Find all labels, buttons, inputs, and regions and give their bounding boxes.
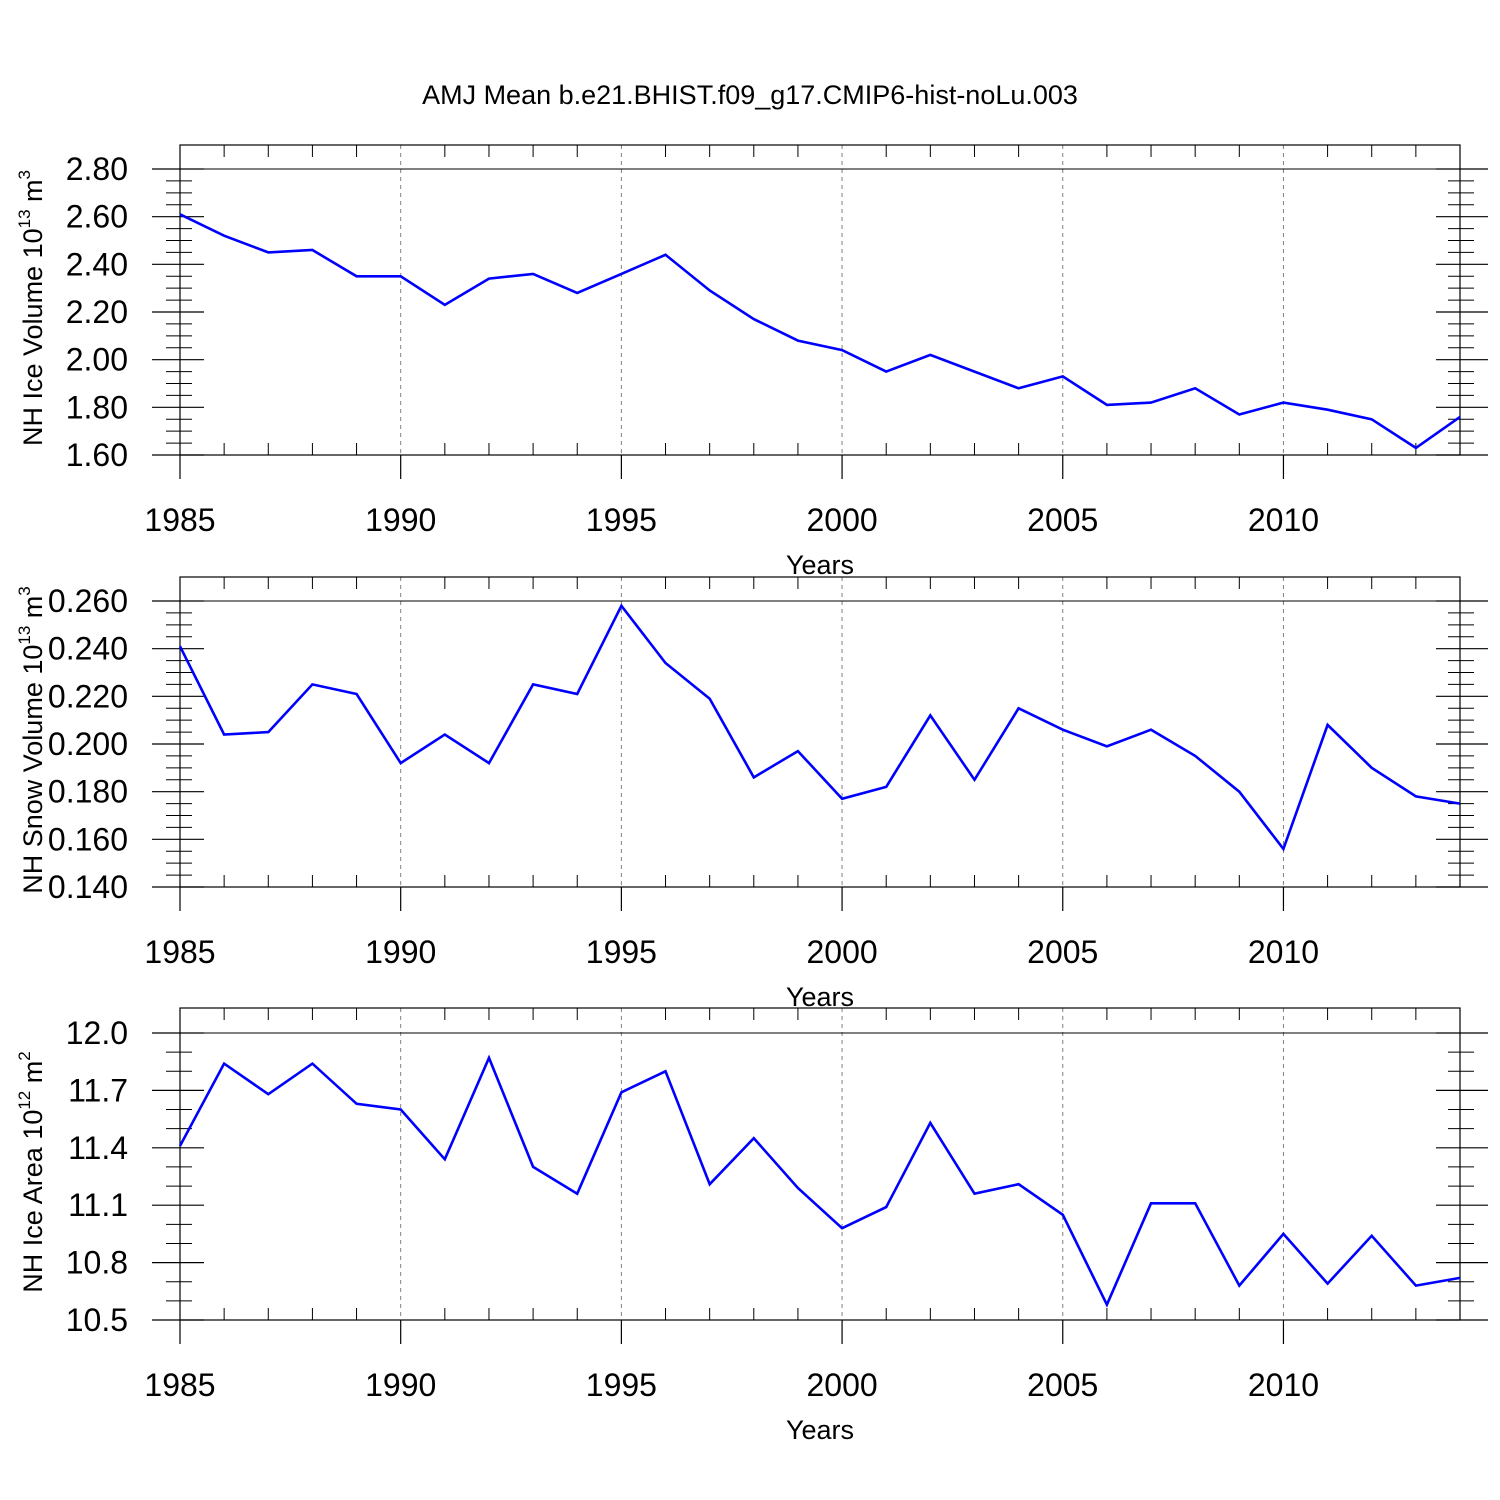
x-axis-title: Years: [786, 1415, 854, 1445]
y-tick-label: 11.4: [68, 1130, 128, 1166]
x-tick-label: 2000: [806, 934, 877, 970]
y-tick-label: 10.8: [66, 1245, 128, 1281]
x-tick-label: 1985: [144, 934, 215, 970]
y-tick-label: 0.140: [48, 869, 128, 905]
y-tick-label: 11.1: [68, 1187, 128, 1223]
y-tick-label: 0.260: [48, 583, 128, 619]
x-tick-label: 1995: [586, 1367, 657, 1403]
x-tick-label: 1995: [586, 934, 657, 970]
x-axis-title: Years: [786, 982, 854, 1012]
x-tick-label: 2005: [1027, 1367, 1098, 1403]
x-tick-label: 2010: [1248, 502, 1319, 538]
x-tick-label: 1990: [365, 934, 436, 970]
x-tick-label: 2000: [806, 1367, 877, 1403]
x-tick-label: 1990: [365, 1367, 436, 1403]
x-tick-label: 2010: [1248, 1367, 1319, 1403]
y-tick-label: 0.240: [48, 631, 128, 667]
plot-frame: [179, 576, 1461, 888]
y-tick-label: 2.20: [66, 294, 128, 330]
plot-frame: [179, 1007, 1461, 1321]
x-tick-label: 2005: [1027, 934, 1098, 970]
y-tick-label: 0.200: [48, 726, 128, 762]
y-tick-label: 0.220: [48, 678, 128, 714]
series-line: [178, 1054, 1461, 1308]
x-tick-label: 1985: [144, 1367, 215, 1403]
x-tick-label: 1995: [586, 502, 657, 538]
y-axis-title: NH Ice Area 1012 m2: [15, 1051, 48, 1292]
x-tick-label: 2000: [806, 502, 877, 538]
y-tick-label: 0.180: [48, 774, 128, 810]
y-axis-title: NH Snow Volume 1013 m3: [15, 586, 48, 894]
series-line: [179, 213, 1461, 450]
y-axis-title: NH Ice Volume 1013 m3: [15, 170, 48, 446]
x-tick-label: 1985: [144, 502, 215, 538]
y-tick-label: 2.00: [66, 342, 128, 378]
y-tick-label: 2.80: [66, 151, 128, 187]
y-tick-label: 12.0: [66, 1015, 128, 1051]
y-tick-label: 0.160: [48, 821, 128, 857]
x-tick-label: 2005: [1027, 502, 1098, 538]
chart-title: AMJ Mean b.e21.BHIST.f09_g17.CMIP6-hist-…: [422, 80, 1078, 110]
plot-frame: [179, 144, 1461, 456]
y-tick-label: 1.80: [66, 389, 128, 425]
y-tick-label: 2.40: [66, 246, 128, 282]
y-tick-label: 2.60: [66, 199, 128, 235]
x-axis-title: Years: [786, 550, 854, 580]
x-tick-label: 2010: [1248, 934, 1319, 970]
y-tick-label: 10.5: [66, 1302, 128, 1338]
y-tick-label: 11.7: [68, 1072, 128, 1108]
x-tick-label: 1990: [365, 502, 436, 538]
series-line: [178, 603, 1461, 852]
y-tick-label: 1.60: [66, 437, 128, 473]
